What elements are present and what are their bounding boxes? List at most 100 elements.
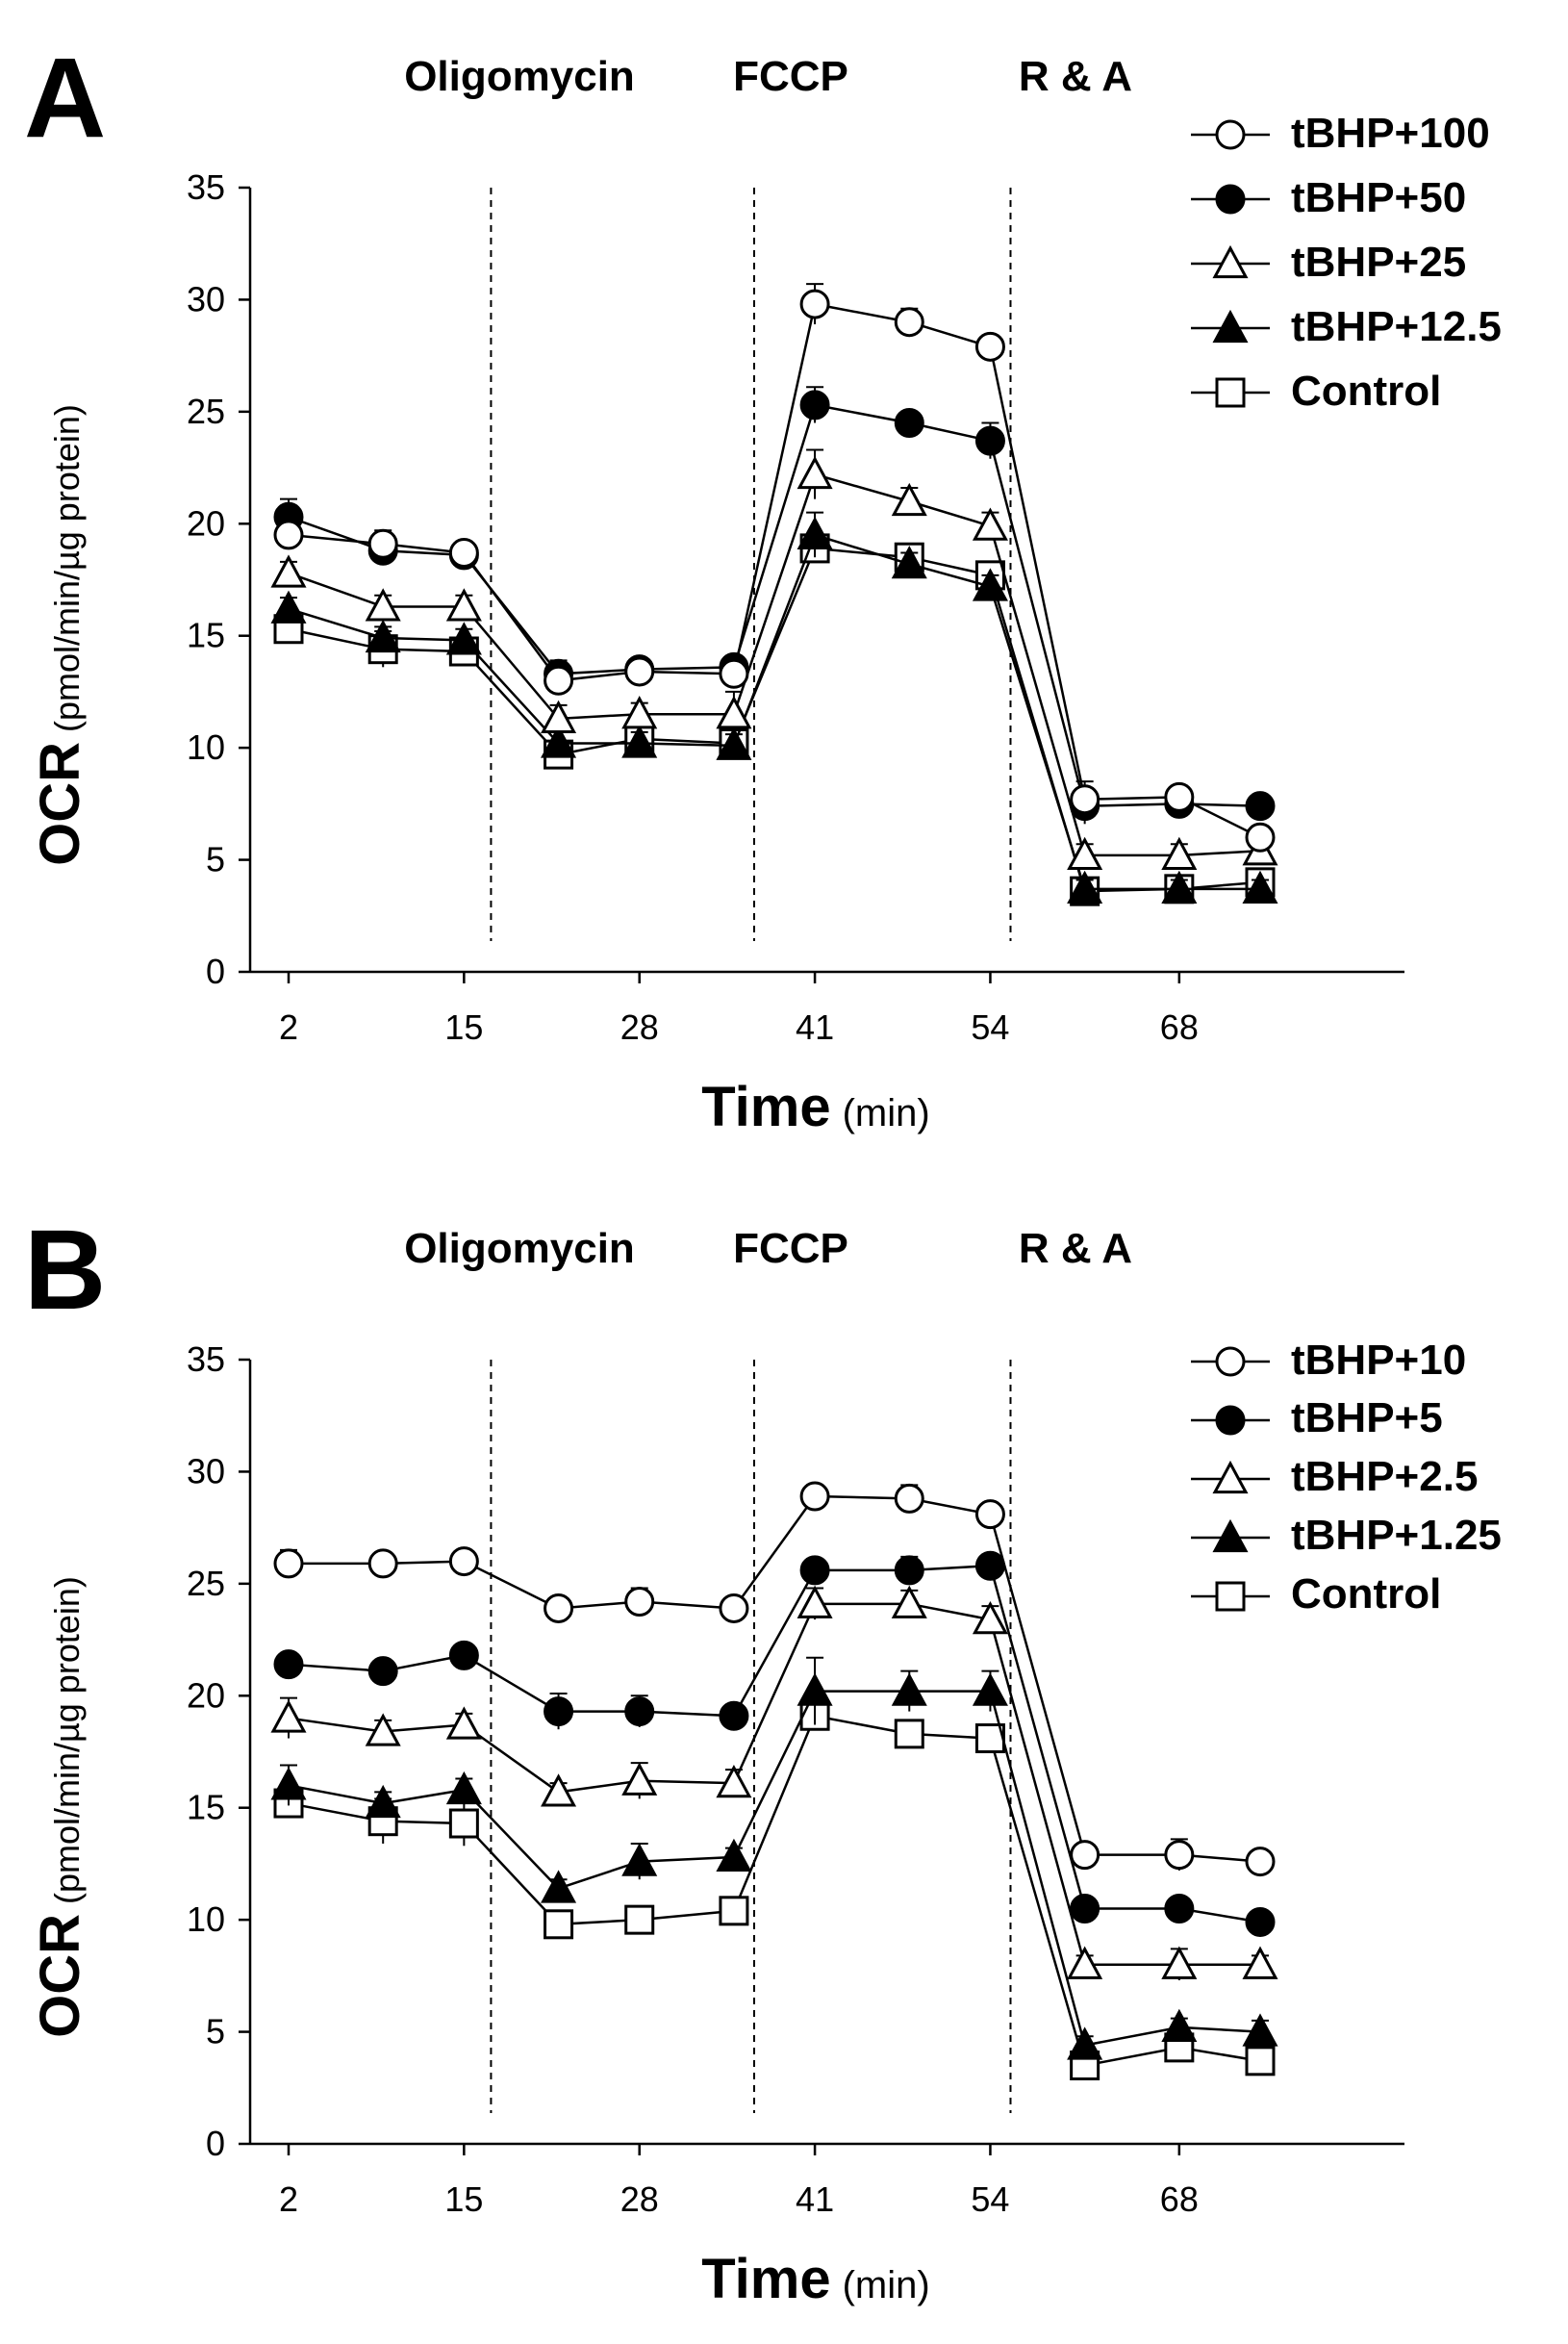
data-point [1245, 1906, 1276, 1937]
y-tick-label: 25 [187, 392, 225, 431]
panel-b-letter: B [24, 1207, 106, 1334]
x-axis-unit: (min) [843, 2264, 930, 2306]
x-axis-title: Time (min) [701, 1076, 929, 1138]
data-point [1161, 870, 1198, 904]
data-point [541, 700, 577, 733]
legend-symbol-5 [1191, 1581, 1270, 1612]
data-point [1245, 822, 1276, 853]
data-point [270, 1767, 307, 1800]
data-point [797, 516, 833, 550]
y-axis-unit: (pmol/min/µg protein) [47, 404, 87, 732]
legend-symbol-4 [1191, 1518, 1270, 1553]
data-point [894, 307, 924, 338]
x-axis-unit: (min) [843, 1092, 930, 1134]
data-point [273, 520, 304, 550]
legend-marker [1212, 1460, 1249, 1494]
data-point [544, 1696, 574, 1727]
series-5 [273, 533, 1276, 906]
fccp-label: FCCP [733, 1225, 848, 1272]
data-point [621, 725, 658, 758]
x-tick-label: 15 [444, 2179, 483, 2219]
legend-symbol-4 [1191, 309, 1270, 344]
data-point [1164, 1894, 1195, 1924]
data-point [894, 1483, 924, 1514]
data-point [891, 482, 927, 517]
legend-marker [1212, 309, 1249, 344]
series-1 [273, 1481, 1276, 1877]
data-point [541, 725, 577, 758]
series-line [288, 1690, 1261, 2047]
legend-marker [1215, 184, 1246, 215]
data-point [448, 1546, 479, 1577]
legend-marker [1215, 377, 1246, 408]
legend: tBHP+100 tBHP+50 tBHP+25 tBHP+12.5 Contr… [1291, 110, 1502, 415]
legend-label-5: Control [1291, 1570, 1441, 1618]
legend-marker [1215, 1346, 1246, 1377]
series-2 [273, 1550, 1276, 1937]
oligomycin-label: Oligomycin [404, 1225, 635, 1272]
data-point [445, 1706, 482, 1740]
data-point [974, 1550, 1005, 1581]
data-point [799, 1555, 830, 1586]
y-tick-label: 10 [187, 727, 225, 767]
data-point [270, 554, 307, 588]
data-point [544, 665, 574, 696]
data-point [891, 546, 927, 579]
series-3 [270, 1585, 1278, 1981]
y-tick-label: 0 [206, 2124, 225, 2163]
data-point [716, 726, 752, 760]
data-point [799, 390, 830, 420]
y-tick-label: 15 [187, 616, 225, 655]
data-point [621, 696, 658, 729]
data-point [719, 1700, 749, 1731]
data-point [624, 1586, 655, 1617]
data-point [541, 1773, 577, 1807]
data-point [716, 696, 752, 729]
legend-label-2: tBHP+5 [1291, 1394, 1443, 1441]
legend-marker [1212, 1518, 1249, 1553]
r-and-a-label: R & A [1019, 1225, 1132, 1272]
data-point [974, 425, 1005, 456]
data-point [541, 1870, 577, 1903]
data-point [972, 1672, 1008, 1706]
data-point [624, 1696, 655, 1727]
data-point [1242, 870, 1278, 904]
data-point [448, 538, 479, 569]
y-tick-label: 20 [187, 1675, 225, 1715]
data-point [1070, 1894, 1100, 1924]
x-tick-label: 15 [444, 1007, 483, 1047]
data-point [445, 588, 482, 622]
legend-marker [1212, 244, 1249, 279]
x-axis-label: Time [701, 2248, 830, 2310]
data-point [1161, 2008, 1198, 2043]
data-point [270, 590, 307, 624]
data-point [448, 1808, 479, 1839]
data-point [974, 1499, 1005, 1530]
data-point [894, 1555, 924, 1586]
series-5 [273, 1700, 1276, 2080]
data-point [273, 1649, 304, 1680]
legend-symbol-1 [1191, 1346, 1270, 1377]
data-point [1242, 1946, 1278, 1979]
data-point [365, 1784, 401, 1819]
data-point [972, 1600, 1008, 1635]
series-line [288, 533, 1260, 891]
x-tick-label: 68 [1160, 2179, 1199, 2219]
series-line [288, 1602, 1260, 1966]
legend-label-2: tBHP+50 [1291, 174, 1466, 221]
data-point [974, 331, 1005, 362]
data-point [544, 1592, 574, 1623]
data-point [1161, 1946, 1198, 1979]
data-point [365, 619, 401, 653]
data-point [1164, 1840, 1195, 1871]
y-tick-label: 20 [187, 503, 225, 543]
data-point [273, 1548, 304, 1579]
y-tick-label: 25 [187, 1564, 225, 1603]
y-tick-label: 35 [187, 167, 225, 207]
data-point [621, 1762, 658, 1796]
y-axis-title: OCR (pmol/min/µg protein) [29, 1576, 91, 2038]
x-axis-title: Time (min) [701, 2248, 929, 2310]
data-point [624, 1904, 655, 1935]
data-point [797, 1672, 833, 1706]
x-tick-label: 54 [971, 2179, 1009, 2219]
